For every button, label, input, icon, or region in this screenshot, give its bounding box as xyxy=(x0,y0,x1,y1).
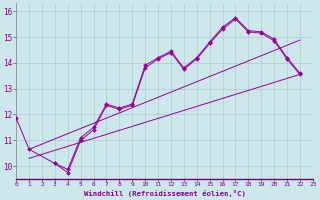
X-axis label: Windchill (Refroidissement éolien,°C): Windchill (Refroidissement éolien,°C) xyxy=(84,190,245,197)
